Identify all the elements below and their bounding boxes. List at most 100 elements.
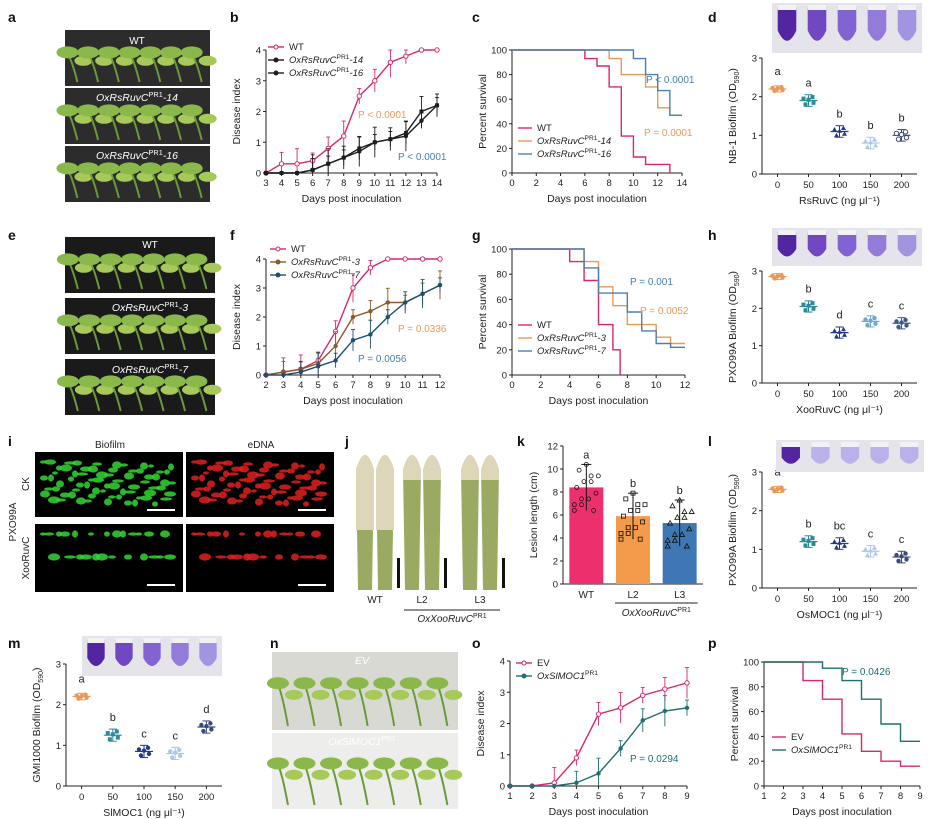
edna-signal [275, 500, 283, 506]
chart-c: 0 2 4 6 8 10 12 14 0 20 40 60 80 100 Days post inocula… [477, 46, 695, 206]
data-point [170, 755, 175, 760]
y-tick-label: 60 [748, 707, 759, 718]
data-point [141, 748, 147, 753]
x-tick-label: 11 [418, 380, 428, 391]
x-tick-label: 8 [662, 791, 667, 802]
significance-letter: b [110, 712, 116, 724]
data-point [350, 285, 356, 291]
chart-k: 0 2 4 6 8 10 12 Lesion length (cm) a WT b L2 b L3 OxXo… [528, 442, 703, 619]
label-sup: PR1 [339, 256, 352, 263]
x-tick-label: 3 [552, 791, 557, 802]
lesion [461, 455, 479, 480]
data-point [633, 525, 638, 531]
y-tick-label: 2 [553, 557, 558, 568]
edna-signal [207, 480, 215, 488]
panel-letter-c: c [472, 9, 480, 25]
significance-letter: b [836, 108, 842, 120]
x-tick-label: 12 [435, 380, 446, 391]
data-point [688, 508, 695, 514]
data-point [904, 323, 909, 328]
edna-signal [195, 487, 205, 491]
y-tick-label: 3 [256, 76, 261, 87]
data-point [837, 128, 842, 133]
data-point [873, 551, 878, 556]
y-tick-label: 1 [752, 131, 757, 142]
plant-leaf [77, 46, 100, 59]
edna-signal [195, 459, 207, 465]
data-point [571, 502, 577, 508]
plant-leaf [142, 253, 165, 266]
data-point [385, 256, 391, 262]
data-point [772, 276, 777, 281]
leaf-label: WT [367, 595, 383, 606]
data-point [806, 97, 811, 102]
y-axis-label-close: ) [727, 271, 739, 275]
y-tick-label: 4 [256, 255, 261, 266]
biofilm-signal [68, 491, 76, 499]
edna-signal [247, 553, 259, 561]
data-point [872, 137, 877, 142]
data-point [779, 485, 784, 490]
data-point [664, 542, 671, 549]
photo-label: EV [355, 655, 370, 667]
biofilm-signal [108, 482, 120, 490]
tube-cap [870, 442, 889, 447]
edna-signal [243, 477, 255, 483]
label-suffix: -14 [349, 55, 363, 66]
edna-signal [271, 530, 277, 538]
tube-cap [87, 638, 105, 643]
plant-leaf [320, 677, 343, 690]
x-tick-label: 10 [370, 178, 381, 189]
data-point [279, 170, 284, 176]
tube [199, 640, 217, 666]
biofilm-signal [104, 498, 112, 506]
lesion [356, 455, 374, 530]
edna-signal [207, 498, 217, 502]
plant-leaf [417, 769, 436, 780]
plant-leaf [203, 323, 222, 334]
biofilm-signal [88, 493, 96, 499]
data-point [678, 531, 686, 537]
y-tick-label: 40 [748, 732, 759, 743]
edna-signal [199, 553, 211, 561]
data-point [278, 161, 285, 167]
biofilm-signal [80, 554, 92, 560]
biofilm-signal [160, 530, 170, 538]
y-tick-label: 2 [752, 506, 757, 517]
photo-e-7 [56, 359, 222, 415]
y-axis-label: Percent survival [477, 275, 489, 350]
data-point [683, 542, 691, 549]
biofilm-signal [92, 477, 104, 483]
data-point [367, 265, 374, 271]
biofilm-signal [60, 492, 70, 498]
panel-letter-p: p [708, 635, 717, 651]
survival-curve [512, 248, 685, 348]
edna-signal [259, 555, 267, 559]
label-suffix: -7 [351, 270, 360, 281]
data-point [772, 489, 777, 494]
edna-signal [191, 532, 197, 536]
chart-g: 0 2 4 6 8 10 12 0 20 40 60 80 100 Days post inoculati… [477, 245, 690, 408]
label-sup: PR1 [585, 135, 598, 142]
edna-signal [307, 485, 317, 491]
biofilm-signal [108, 467, 118, 473]
data-point [107, 737, 112, 742]
biofilm-signal [44, 532, 54, 536]
tube-cap [777, 230, 797, 235]
data-point [177, 747, 182, 753]
data-point [388, 136, 393, 142]
panel-letter-e: e [8, 227, 16, 243]
x-tick-label: 200 [894, 180, 910, 191]
data-point [863, 317, 868, 322]
biofilm-signal [88, 532, 94, 536]
x-tick-label: 4 [567, 380, 572, 391]
x-tick-label: 0 [775, 389, 780, 400]
plant-leaf [203, 384, 222, 395]
label-name: OxRsRuvC [537, 149, 585, 160]
y-axis-label-sub: 590 [38, 671, 45, 683]
data-point [865, 552, 870, 558]
data-point [372, 78, 378, 84]
biofilm-signal [156, 485, 166, 491]
data-point [775, 86, 780, 91]
